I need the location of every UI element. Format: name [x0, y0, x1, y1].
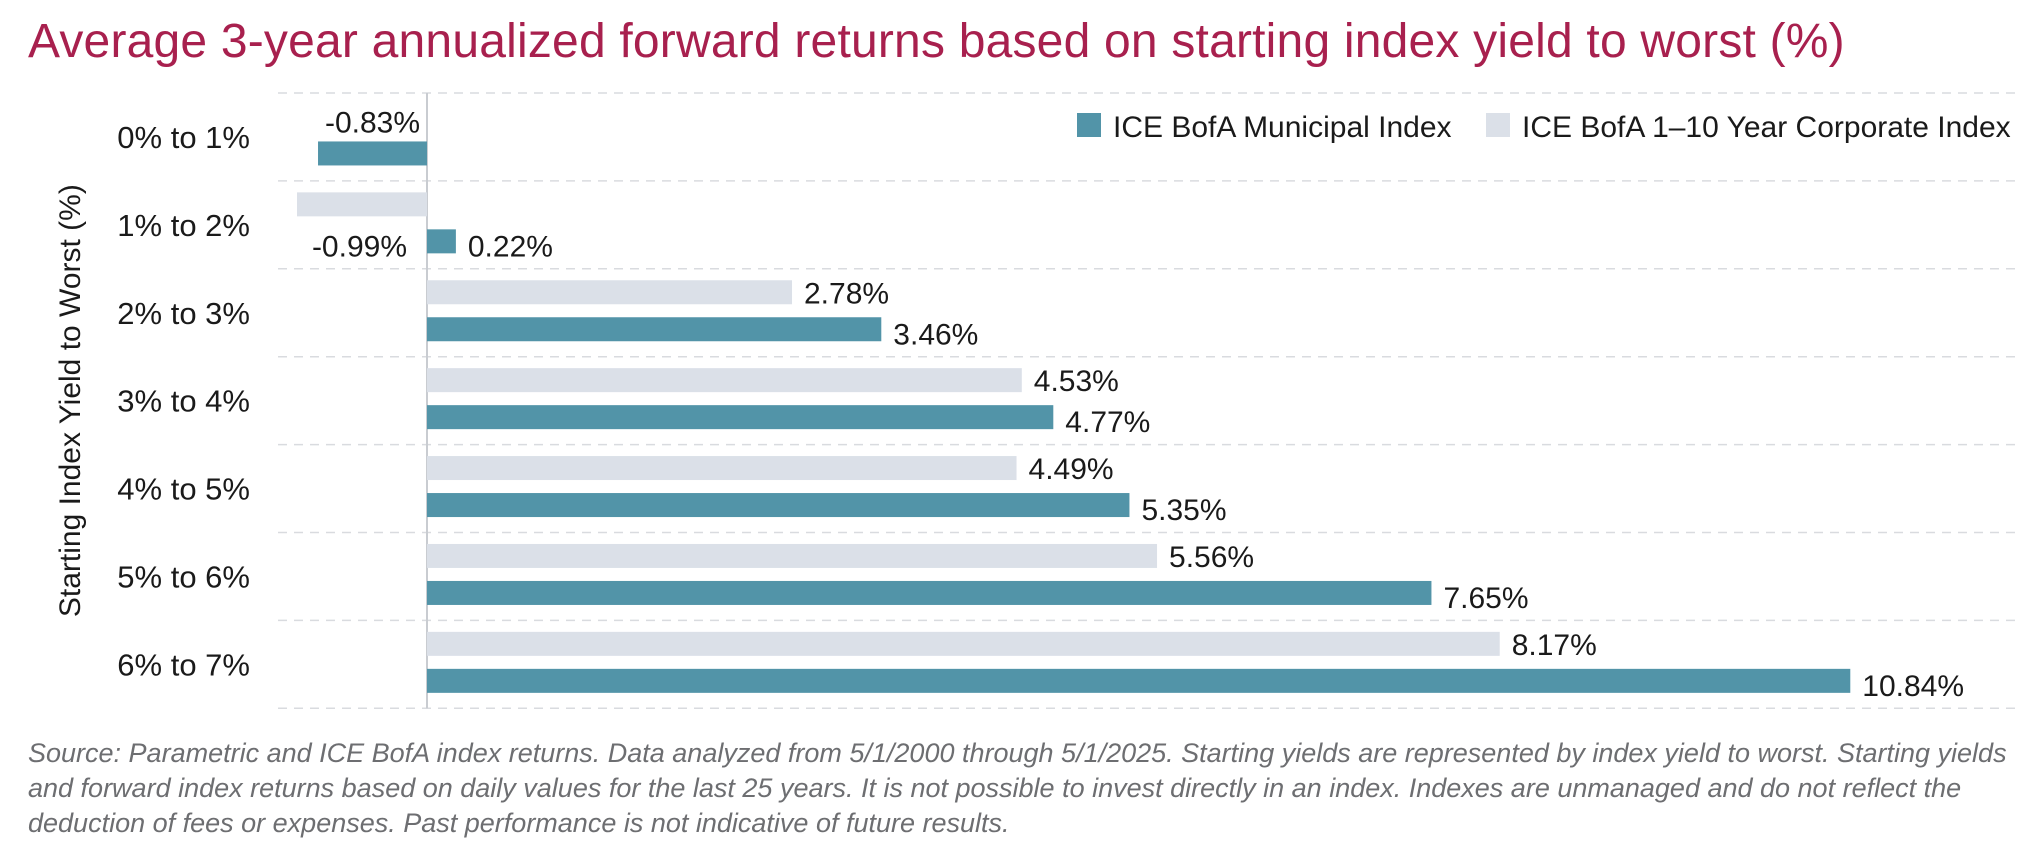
category-tick-label: 0% to 1% — [117, 120, 250, 155]
data-label-corporate: 2.78% — [804, 277, 889, 310]
bar-municipal — [427, 405, 1054, 430]
bar-chart: -0.83% -0.99% 0.22% 2.78%3.46% 4.53% 4.77% 4.4… — [54, 92, 2018, 710]
data-label-municipal: 5.35% — [1141, 494, 1226, 527]
category-tick-labels: 0% to 1% 1% to 2% 2% to 3% 3% to 4% 4% to 5%… — [117, 120, 250, 682]
y-axis-title: Starting Index Yield to Worst (%) — [54, 184, 87, 617]
legend: ICE BofA Municipal Index ICE BofA 1–10 Y… — [1077, 111, 2011, 144]
legend-swatch-municipal — [1077, 113, 1101, 137]
data-label-municipal: 7.65% — [1443, 582, 1528, 615]
data-label-municipal: 0.22% — [468, 230, 553, 263]
bar-corporate — [427, 456, 1017, 481]
data-label-municipal: 4.77% — [1065, 406, 1150, 439]
bar-corporate — [297, 192, 427, 217]
bar-municipal — [427, 668, 1851, 693]
bar-municipal — [427, 317, 882, 342]
category-tick-label: 3% to 4% — [117, 384, 250, 419]
data-label-municipal: -0.83% — [325, 106, 420, 139]
bars — [297, 141, 1851, 693]
category-tick-label: 4% to 5% — [117, 472, 250, 507]
bar-corporate — [427, 543, 1158, 568]
legend-label-corporate: ICE BofA 1–10 Year Corporate Index — [1522, 111, 2011, 144]
bar-corporate — [427, 368, 1022, 393]
chart-title: Average 3-year annualized forward return… — [28, 15, 1845, 68]
data-label-municipal: 10.84% — [1862, 670, 1964, 703]
category-tick-label: 5% to 6% — [117, 559, 250, 594]
legend-swatch-corporate — [1486, 113, 1510, 137]
data-label-municipal: 3.46% — [893, 318, 978, 351]
data-label-corporate: 5.56% — [1169, 541, 1254, 574]
category-tick-label: 1% to 2% — [117, 208, 250, 243]
data-label-corporate: -0.99% — [312, 230, 407, 263]
bar-corporate — [427, 280, 793, 305]
data-labels: -0.83% -0.99% 0.22% 2.78%3.46% 4.53% 4.77% 4.4… — [312, 106, 1964, 702]
bar-municipal — [318, 141, 427, 166]
data-label-corporate: 8.17% — [1512, 629, 1597, 662]
gridlines — [278, 92, 2018, 710]
category-tick-label: 6% to 7% — [117, 647, 250, 682]
bar-municipal — [427, 229, 456, 254]
data-label-corporate: 4.53% — [1034, 365, 1119, 398]
bar-municipal — [427, 580, 1432, 605]
data-label-corporate: 4.49% — [1029, 453, 1114, 486]
source-note: Source: Parametric and ICE BofA index re… — [28, 738, 2007, 838]
category-tick-label: 2% to 3% — [117, 296, 250, 331]
legend-label-municipal: ICE BofA Municipal Index — [1113, 111, 1452, 144]
bar-corporate — [427, 631, 1500, 656]
bar-municipal — [427, 493, 1130, 518]
